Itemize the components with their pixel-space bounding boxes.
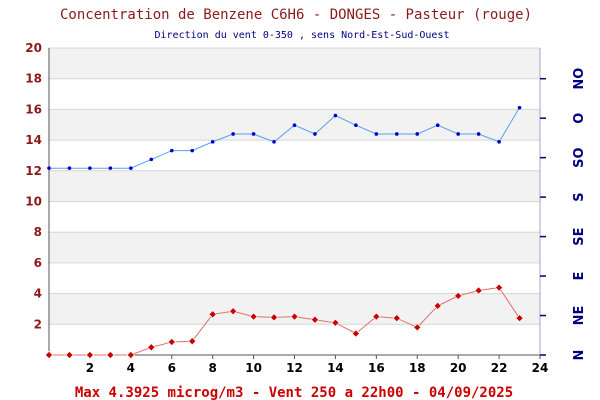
series-line: [49, 107, 520, 169]
data-point: [372, 312, 381, 321]
series-layer: [44, 105, 524, 360]
data-point: [413, 323, 422, 332]
wind-direction-label: N: [572, 350, 587, 361]
y-tick-label: 20: [25, 41, 42, 55]
data-point: [290, 312, 299, 321]
x-tick-label: 4: [127, 361, 135, 375]
data-point: [354, 123, 358, 127]
data-point: [270, 313, 279, 322]
y-tick-label: 16: [25, 102, 42, 116]
data-point: [392, 314, 401, 323]
x-tick-label: 16: [368, 361, 385, 375]
data-point: [433, 301, 442, 310]
data-point: [229, 307, 238, 316]
y-axis-tick-labels: 2 4 6 8 10 12 14 16 18 20: [25, 41, 42, 331]
grid-lines: [49, 47, 540, 325]
data-point: [149, 157, 154, 162]
wind-direction-label: SO: [572, 147, 587, 167]
wind-direction-label: NO: [572, 68, 587, 90]
data-point: [310, 315, 319, 324]
chart-footer: Max 4.3925 microg/m3 - Vent 250 a 22h00 …: [75, 385, 513, 400]
data-point: [313, 132, 317, 136]
data-point: [231, 132, 235, 136]
background-band: [49, 201, 540, 233]
data-point: [351, 329, 360, 338]
background-band: [49, 48, 540, 79]
data-point: [210, 140, 215, 144]
data-point: [515, 314, 524, 323]
y-tick-label: 18: [25, 72, 42, 86]
data-point: [147, 343, 156, 352]
x-tick-label: 20: [450, 361, 467, 375]
wind-direction-label: NE: [572, 306, 587, 326]
y-tick-label: 8: [34, 225, 42, 239]
x-tick-label: 10: [245, 361, 262, 375]
chart-subtitle: Direction du vent 0-350 , sens Nord-Est-…: [154, 30, 449, 41]
y-tick-label: 2: [34, 317, 42, 331]
data-point: [331, 318, 340, 327]
wind-direction-label: E: [572, 272, 587, 281]
x-tick-label: 6: [168, 361, 176, 375]
data-point: [106, 350, 115, 360]
background-band: [49, 170, 540, 202]
data-point: [333, 113, 338, 118]
data-point: [129, 166, 133, 170]
series-benzene: [44, 283, 524, 360]
data-point: [251, 132, 256, 136]
background-band: [49, 140, 540, 171]
data-point: [272, 140, 276, 144]
y-tick-label: 14: [25, 133, 42, 147]
data-point: [292, 123, 297, 127]
data-point: [495, 283, 504, 292]
data-point: [456, 132, 460, 136]
data-point: [169, 148, 174, 153]
y-tick-label: 6: [34, 256, 42, 270]
data-point: [415, 132, 420, 136]
data-point: [374, 132, 379, 136]
wind-direction-axis: NO O SO S SE E NE N: [540, 68, 587, 361]
x-tick-label: 24: [532, 361, 549, 375]
y-tick-label: 4: [34, 287, 42, 301]
data-point: [190, 148, 195, 153]
series-wind-direction: [47, 105, 522, 170]
data-point: [44, 350, 54, 360]
data-point: [497, 140, 501, 144]
data-point: [249, 312, 258, 321]
data-point: [88, 166, 92, 170]
wind-direction-label: O: [572, 113, 587, 124]
data-point: [126, 350, 135, 360]
x-axis-tick-labels: 2 4 6 8 10 12 14 16 18 20 22 24: [86, 361, 549, 375]
data-point: [394, 132, 399, 136]
data-point: [85, 350, 94, 360]
data-point: [435, 123, 440, 127]
x-tick-label: 22: [491, 361, 508, 375]
chart-title: Concentration de Benzene C6H6 - DONGES -…: [60, 7, 532, 23]
data-point: [474, 286, 483, 295]
data-point: [67, 166, 72, 170]
x-tick-label: 14: [327, 361, 344, 375]
x-tick-label: 2: [86, 361, 94, 375]
x-tick-label: 8: [208, 361, 216, 375]
x-tick-label: 18: [409, 361, 426, 375]
data-point: [108, 166, 113, 170]
y-tick-label: 12: [25, 164, 42, 178]
data-point: [208, 310, 217, 319]
background-band: [49, 324, 540, 355]
y-tick-label: 10: [25, 195, 42, 209]
wind-direction-label: SE: [572, 227, 587, 245]
data-point: [65, 350, 74, 360]
x-tick-label: 12: [286, 361, 303, 375]
data-point: [476, 132, 481, 136]
wind-direction-label: S: [572, 192, 587, 201]
data-point: [47, 166, 51, 170]
data-point: [167, 337, 176, 346]
background-band: [49, 262, 540, 294]
data-point: [454, 291, 463, 300]
data-point: [188, 337, 197, 346]
data-point: [517, 105, 522, 110]
background-band: [49, 78, 540, 110]
background-band: [49, 232, 540, 263]
